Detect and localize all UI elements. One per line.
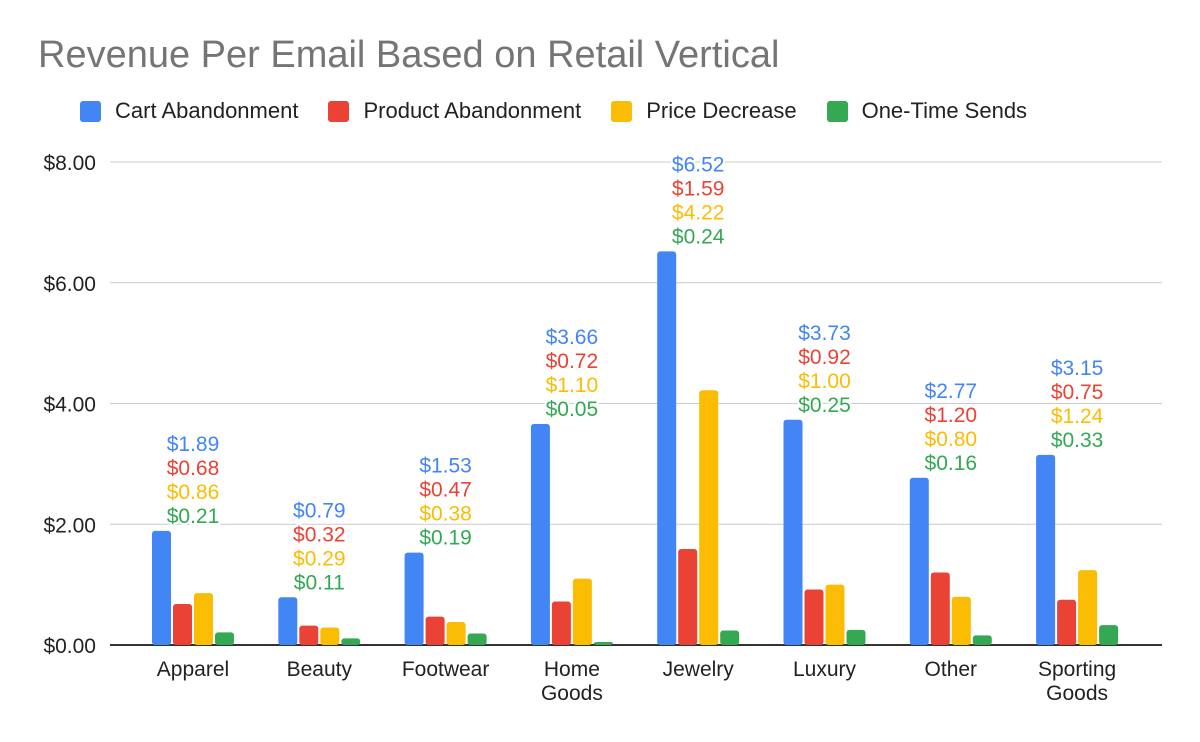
bar bbox=[404, 552, 424, 645]
data-label: $1.10 bbox=[546, 374, 599, 397]
chart-title: Revenue Per Email Based on Retail Vertic… bbox=[38, 34, 780, 76]
bar bbox=[194, 593, 213, 645]
x-tick-label: Luxury bbox=[793, 658, 857, 681]
data-label: $0.75 bbox=[1051, 381, 1104, 404]
data-label: $0.80 bbox=[925, 428, 978, 451]
bar bbox=[930, 572, 950, 645]
legend-item: Product Abandonment bbox=[328, 98, 581, 124]
bar bbox=[1078, 570, 1098, 645]
data-label: $1.89 bbox=[167, 433, 220, 456]
x-tick-label: Goods bbox=[541, 682, 603, 705]
legend-swatch bbox=[611, 100, 633, 122]
y-tick-label: $8.00 bbox=[43, 152, 96, 175]
bar bbox=[425, 616, 445, 645]
y-tick-label: $2.00 bbox=[43, 514, 96, 537]
legend-swatch bbox=[826, 100, 848, 122]
data-label: $3.73 bbox=[798, 322, 851, 345]
x-tick-label: Sporting bbox=[1038, 658, 1116, 681]
bar bbox=[1099, 625, 1119, 645]
bar bbox=[1036, 454, 1056, 645]
bar bbox=[909, 477, 929, 645]
bar bbox=[341, 638, 361, 645]
bar bbox=[1057, 599, 1077, 645]
data-label: $0.79 bbox=[293, 499, 346, 522]
bar bbox=[593, 641, 613, 645]
legend-swatch bbox=[80, 100, 101, 122]
x-tick-label: Apparel bbox=[157, 658, 229, 681]
bar bbox=[215, 632, 234, 645]
data-label: $0.11 bbox=[294, 571, 345, 594]
bar bbox=[951, 596, 971, 645]
bar bbox=[720, 630, 740, 645]
legend-item: Price Decrease bbox=[611, 98, 797, 124]
data-label: $0.92 bbox=[798, 346, 851, 369]
legend-item: Cart Abandonment bbox=[80, 98, 298, 124]
legend-label: Price Decrease bbox=[646, 98, 797, 123]
bar bbox=[572, 578, 592, 645]
data-label: $0.21 bbox=[167, 505, 220, 528]
data-label: $0.25 bbox=[798, 394, 851, 417]
bar bbox=[467, 633, 487, 645]
bar bbox=[152, 530, 171, 645]
data-label: $0.86 bbox=[167, 481, 220, 504]
data-label: $1.24 bbox=[1051, 405, 1104, 428]
legend-label: Product Abandonment bbox=[363, 98, 582, 123]
x-tick-label: Beauty bbox=[287, 658, 353, 681]
bar bbox=[825, 584, 845, 645]
data-label: $0.38 bbox=[419, 503, 472, 526]
legend-label: Cart Abandonment bbox=[115, 98, 299, 123]
bar bbox=[846, 629, 866, 645]
bar bbox=[299, 625, 319, 645]
data-label: $4.22 bbox=[672, 201, 725, 224]
data-label: $0.19 bbox=[419, 527, 472, 550]
y-tick-label: $0.00 bbox=[43, 635, 96, 658]
x-tick-label: Goods bbox=[1046, 682, 1108, 705]
y-tick-label: $6.00 bbox=[43, 273, 96, 296]
y-tick-label: $4.00 bbox=[43, 394, 96, 417]
bar bbox=[657, 251, 677, 646]
bar bbox=[278, 597, 298, 645]
data-label: $1.53 bbox=[419, 455, 472, 478]
legend-label: One-Time Sends bbox=[861, 98, 1028, 123]
data-label: $0.05 bbox=[546, 398, 599, 421]
x-tick-label: Home bbox=[544, 658, 600, 681]
data-label: $0.33 bbox=[1051, 429, 1104, 452]
bar bbox=[551, 601, 571, 645]
bar bbox=[320, 627, 340, 645]
data-label: $3.66 bbox=[546, 326, 599, 349]
bar bbox=[972, 635, 992, 645]
bar bbox=[804, 589, 824, 645]
bar bbox=[678, 549, 698, 645]
data-label: $0.47 bbox=[419, 479, 472, 502]
data-label: $0.32 bbox=[293, 523, 346, 546]
data-label: $0.68 bbox=[167, 457, 220, 480]
bar bbox=[446, 622, 466, 645]
data-label: $0.29 bbox=[293, 547, 346, 570]
data-label: $3.15 bbox=[1051, 357, 1104, 380]
x-tick-label: Other bbox=[925, 658, 978, 681]
data-label: $6.52 bbox=[672, 153, 725, 176]
legend-swatch bbox=[328, 100, 350, 122]
x-tick-label: Jewelry bbox=[663, 658, 735, 681]
legend: Cart Abandonment Product Abandonment Price… bbox=[80, 98, 1027, 124]
data-label: $1.20 bbox=[925, 404, 978, 427]
data-label: $1.00 bbox=[798, 370, 851, 393]
data-label: $2.77 bbox=[925, 380, 978, 403]
bar bbox=[783, 419, 803, 645]
data-label: $0.72 bbox=[546, 350, 599, 373]
x-tick-label: Footwear bbox=[402, 658, 490, 681]
data-label: $0.24 bbox=[672, 225, 725, 248]
bar bbox=[699, 390, 719, 645]
bar bbox=[530, 424, 550, 645]
legend-item: One-Time Sends bbox=[826, 98, 1028, 124]
data-label: $1.59 bbox=[672, 177, 725, 200]
bar bbox=[173, 603, 192, 645]
data-label: $0.16 bbox=[925, 452, 978, 475]
